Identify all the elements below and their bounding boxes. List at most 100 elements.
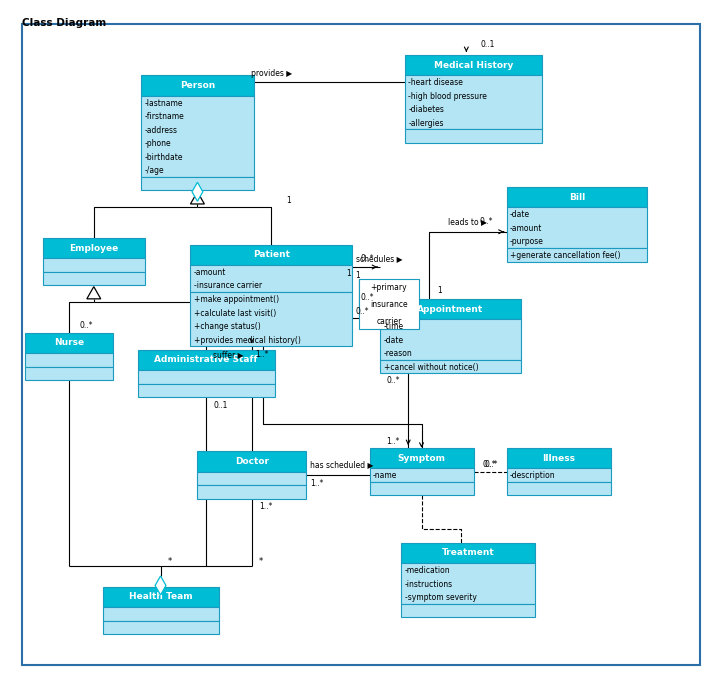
Text: Treatment: Treatment	[441, 549, 494, 557]
Bar	[507, 187, 647, 207]
Text: -instructions: -instructions	[405, 580, 453, 589]
Bar	[197, 452, 306, 472]
Text: -symptom severity: -symptom severity	[405, 593, 477, 602]
Text: Medical History: Medical History	[434, 60, 513, 69]
Bar	[25, 353, 113, 367]
Text: 0..1: 0..1	[213, 401, 227, 409]
Text: -diabetes: -diabetes	[408, 105, 444, 114]
Text: 0..*: 0..*	[356, 306, 369, 316]
Text: provides ▶: provides ▶	[251, 69, 291, 78]
Text: -date: -date	[510, 210, 530, 219]
Bar	[405, 55, 541, 75]
Text: -lastname: -lastname	[145, 98, 183, 107]
Text: Health Team: Health Team	[129, 593, 192, 602]
Bar	[380, 299, 521, 319]
Text: *: *	[259, 557, 263, 566]
Text: *: *	[168, 557, 172, 566]
Bar	[359, 278, 419, 329]
Text: +make appointment(): +make appointment()	[194, 295, 279, 304]
Text: has scheduled ▶: has scheduled ▶	[310, 460, 373, 469]
Bar	[405, 75, 541, 130]
Bar	[507, 448, 610, 469]
Text: -firstname: -firstname	[145, 112, 184, 121]
Polygon shape	[87, 287, 101, 299]
Bar	[142, 96, 253, 177]
Text: Illness: Illness	[542, 454, 575, 462]
Text: carrier: carrier	[376, 317, 401, 326]
Text: -reason: -reason	[384, 349, 413, 359]
Bar	[197, 485, 306, 499]
Bar	[401, 604, 534, 617]
Bar	[138, 384, 275, 397]
Bar	[190, 292, 352, 346]
Text: -phone: -phone	[145, 139, 171, 148]
Text: +calculate last visit(): +calculate last visit()	[194, 308, 276, 318]
Text: -time: -time	[384, 322, 403, 331]
Text: 1: 1	[356, 271, 360, 280]
Text: Class Diagram: Class Diagram	[22, 18, 106, 28]
Text: 0..*: 0..*	[360, 293, 375, 301]
Bar	[43, 258, 145, 272]
Text: -amount: -amount	[194, 268, 226, 277]
Text: +primary: +primary	[370, 283, 407, 293]
Bar	[507, 469, 610, 482]
Text: leads to ▶: leads to ▶	[448, 217, 487, 226]
Text: +generate cancellation fee(): +generate cancellation fee()	[510, 251, 621, 260]
Text: -high blood pressure: -high blood pressure	[408, 92, 487, 100]
Text: -medication: -medication	[405, 566, 451, 575]
Text: 1..*: 1..*	[259, 502, 272, 511]
Text: 0..*: 0..*	[80, 321, 93, 331]
Bar	[380, 360, 521, 373]
Text: Nurse: Nurse	[54, 338, 84, 348]
Bar	[43, 238, 145, 258]
Bar	[190, 265, 352, 292]
Text: schedules ▶: schedules ▶	[356, 255, 402, 263]
Text: Doctor: Doctor	[235, 457, 269, 466]
Polygon shape	[155, 576, 166, 595]
Bar	[25, 367, 113, 380]
Bar	[142, 177, 253, 190]
Text: -birthdate: -birthdate	[145, 153, 183, 162]
Bar	[138, 350, 275, 370]
Text: -purpose: -purpose	[510, 238, 544, 246]
Bar	[197, 472, 306, 485]
Text: 1: 1	[437, 287, 442, 295]
Text: Symptom: Symptom	[398, 454, 446, 462]
Text: -insurance carrier: -insurance carrier	[194, 282, 262, 291]
Text: -allergies: -allergies	[408, 119, 444, 128]
Text: -name: -name	[373, 471, 398, 480]
Bar	[507, 248, 647, 261]
Bar	[190, 244, 352, 265]
Bar	[25, 333, 113, 353]
Bar	[370, 448, 474, 469]
Text: 0..*: 0..*	[479, 217, 493, 226]
Bar	[401, 563, 534, 604]
Text: 1..*: 1..*	[256, 350, 269, 359]
Bar	[138, 370, 275, 384]
Text: 0..*: 0..*	[360, 255, 375, 263]
Text: insurance: insurance	[370, 300, 408, 309]
Bar	[103, 587, 218, 607]
Text: +provides medical history(): +provides medical history()	[194, 335, 301, 345]
Text: -/age: -/age	[145, 166, 164, 175]
Text: 0..*: 0..*	[484, 460, 498, 469]
Text: Bill: Bill	[569, 193, 585, 202]
Text: suffer ▶: suffer ▶	[213, 350, 244, 359]
Text: Person: Person	[180, 81, 215, 90]
Text: -description: -description	[510, 471, 555, 480]
Bar	[43, 272, 145, 285]
Text: -amount: -amount	[510, 224, 543, 233]
Bar	[401, 543, 534, 563]
Text: 1: 1	[287, 196, 291, 205]
Text: -date: -date	[384, 335, 403, 345]
Text: -address: -address	[145, 126, 177, 134]
Text: Employee: Employee	[69, 244, 118, 253]
Text: 1..*: 1..*	[310, 479, 323, 488]
Text: -heart disease: -heart disease	[408, 78, 463, 87]
Polygon shape	[191, 191, 204, 204]
Text: +change status(): +change status()	[194, 322, 260, 331]
Text: Appointment: Appointment	[417, 304, 484, 314]
Text: +cancel without notice(): +cancel without notice()	[384, 363, 478, 372]
Bar	[103, 621, 218, 634]
Text: 1..*: 1..*	[386, 437, 399, 445]
